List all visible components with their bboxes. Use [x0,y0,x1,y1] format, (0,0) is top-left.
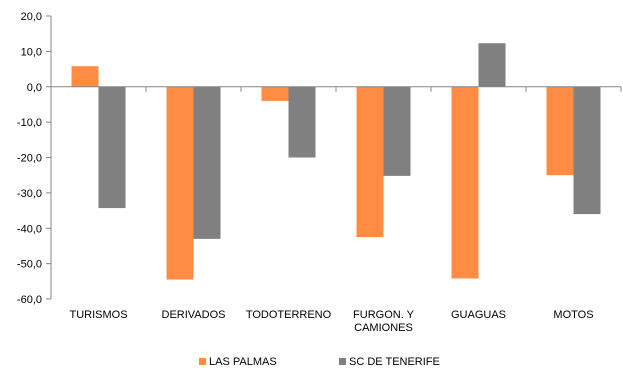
y-tick-label: -60,0 [17,294,42,306]
bar-las-palmas-2 [262,87,289,101]
bar-sc-de-tenerife-4 [479,43,506,87]
category-label: TODOTERRENO [246,309,332,321]
legend-swatch [339,358,346,365]
y-tick-label: -20,0 [17,153,42,165]
category-labels: TURISMOS DERIVADOS TODOTERRENO FURGON. YCAM… [69,309,593,334]
x-axis [51,87,621,92]
bar-sc-de-tenerife-3 [384,87,411,176]
category-label: TURISMOS [69,309,127,321]
y-tick-label: -50,0 [17,259,42,271]
legend-swatch [199,358,206,365]
bars [72,43,601,279]
bar-sc-de-tenerife-2 [289,87,316,158]
bar-las-palmas-4 [452,87,479,279]
category-label: FURGON. Y [353,309,415,321]
legend-label: SC DE TENERIFE [349,356,440,368]
legend-label: LAS PALMAS [209,356,277,368]
category-label: CAMIONES [354,322,413,334]
bar-sc-de-tenerife-0 [99,87,126,208]
category-label: MOTOS [553,309,593,321]
y-axis: 20,0 10,0 0,0 -10,0 -20,0 -30,0 -40,0 -50,0 -60,… [17,11,51,306]
bar-las-palmas-0 [72,66,99,87]
bar-sc-de-tenerife-5 [574,87,601,214]
legend: LAS PALMAS SC DE TENERIFE [199,356,440,368]
bar-las-palmas-1 [167,87,194,280]
y-tick-label: -40,0 [17,223,42,235]
y-tick-label: 0,0 [27,82,42,94]
bar-las-palmas-3 [357,87,384,237]
y-tick-label: 10,0 [21,46,42,58]
category-label: GUAGUAS [451,309,506,321]
y-tick-label: -10,0 [17,117,42,129]
bar-sc-de-tenerife-1 [194,87,221,239]
category-label: DERIVADOS [162,309,226,321]
y-tick-label: 20,0 [21,11,42,23]
y-tick-label: -30,0 [17,188,42,200]
bar-las-palmas-5 [547,87,574,175]
